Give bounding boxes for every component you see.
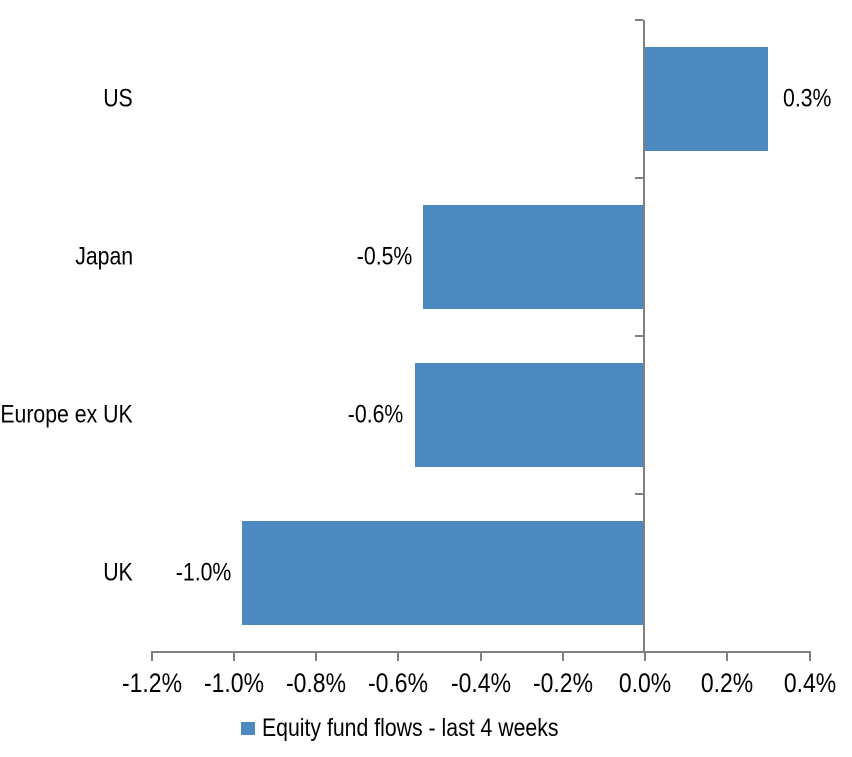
x-axis-tick-label: -0.8% — [286, 668, 346, 698]
x-axis-tick — [150, 653, 153, 661]
bar-japan — [422, 205, 645, 309]
legend-series-marker-icon — [241, 721, 256, 735]
legend-series-label: Equity fund flows - last 4 weeks — [262, 713, 559, 742]
data-label: -0.5% — [356, 242, 412, 271]
category-label: US — [103, 84, 133, 113]
x-axis-tick — [726, 653, 729, 661]
bar-europe-ex-uk — [414, 363, 645, 467]
bar-uk — [241, 521, 645, 625]
x-axis-tick — [232, 653, 235, 661]
x-axis-tick-label: -0.4% — [450, 668, 511, 698]
y-axis-tick — [635, 335, 643, 337]
data-label: -0.6% — [348, 400, 404, 429]
x-axis-tick — [479, 653, 482, 661]
x-axis-tick-label: 0.4% — [783, 668, 836, 698]
y-axis-tick — [635, 493, 643, 495]
y-axis-tick — [635, 651, 643, 653]
y-axis-tick — [635, 19, 643, 21]
x-axis-tick-label: 0.2% — [701, 668, 754, 698]
category-label: Europe ex UK — [0, 400, 133, 429]
x-axis-tick-label: -1.2% — [121, 668, 182, 698]
x-axis-tick-label: -0.2% — [532, 668, 593, 698]
x-axis-tick — [808, 653, 811, 661]
x-axis-tick — [561, 653, 564, 661]
x-axis-tick-label: -1.0% — [203, 668, 264, 698]
bar-us — [645, 47, 769, 151]
data-label: 0.3% — [783, 84, 832, 113]
y-axis-line — [643, 20, 645, 653]
x-axis-line — [150, 651, 811, 653]
category-label: UK — [103, 558, 133, 587]
x-axis-tick-label: 0.0% — [618, 668, 672, 698]
x-axis-tick — [397, 653, 400, 661]
category-label: Japan — [75, 242, 133, 271]
y-axis-tick — [635, 177, 643, 179]
data-label: -1.0% — [175, 558, 231, 587]
x-axis-tick-label: -0.6% — [368, 668, 429, 698]
legend: Equity fund flows - last 4 weeks — [0, 712, 852, 744]
x-axis-tick — [315, 653, 317, 661]
x-axis-tick — [644, 653, 646, 661]
